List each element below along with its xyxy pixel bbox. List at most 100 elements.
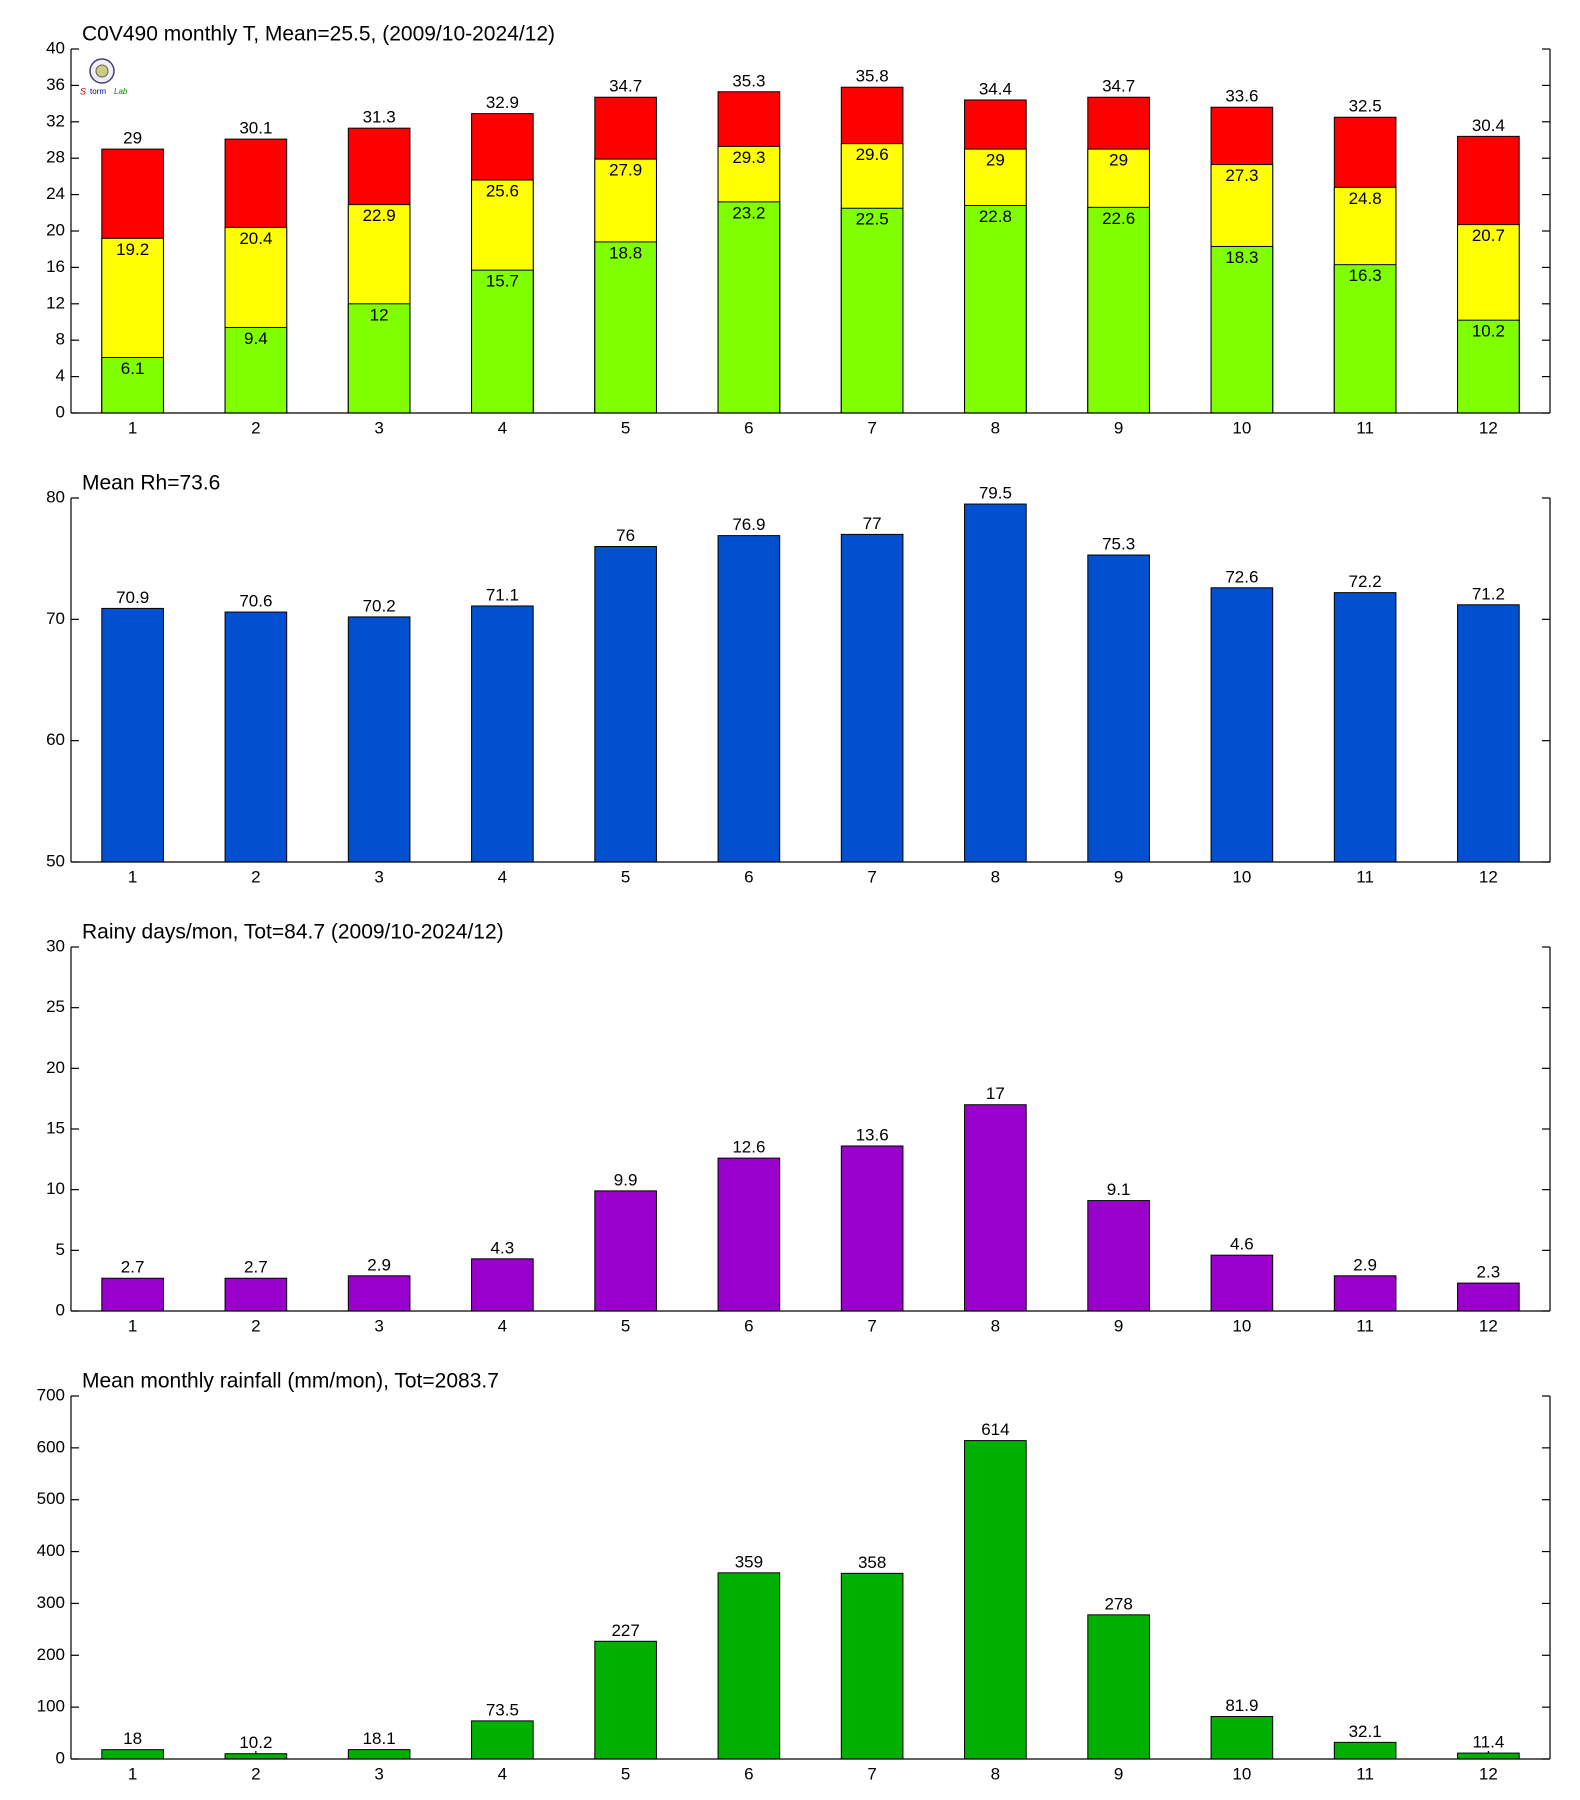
bar: [840, 207, 904, 414]
y-tick-label: 24: [46, 184, 65, 203]
value-label: 33.6: [1225, 87, 1258, 106]
y-tick-label: 100: [37, 1697, 65, 1716]
value-label: 10.2: [239, 1733, 272, 1752]
y-tick-label: 400: [37, 1541, 65, 1560]
value-label: 71.2: [1472, 584, 1505, 603]
bar: [1210, 587, 1274, 863]
x-tick-label: 11: [1356, 1316, 1374, 1335]
x-tick-label: 3: [374, 867, 383, 886]
chart-title: Rainy days/mon, Tot=84.7 (2009/10-2024/1…: [82, 921, 504, 944]
x-tick-label: 5: [621, 418, 630, 437]
value-label: 2.9: [367, 1255, 391, 1274]
y-tick-label: 16: [46, 257, 65, 276]
bar: [471, 605, 534, 863]
value-label: 614: [981, 1420, 1009, 1439]
y-tick-label: 700: [37, 1385, 65, 1404]
bar: [471, 269, 534, 414]
bar: [964, 1104, 1027, 1312]
bar: [1333, 264, 1397, 414]
x-tick-label: 1: [128, 867, 137, 886]
value-label: 32.1: [1349, 1722, 1382, 1741]
value-label: 35.3: [732, 71, 765, 90]
bar: [964, 205, 1027, 414]
value-label: 25.6: [486, 182, 519, 201]
bar: [347, 1275, 411, 1312]
x-tick-label: 4: [498, 867, 507, 886]
value-label: 75.3: [1102, 535, 1135, 554]
value-label: 359: [735, 1552, 763, 1571]
value-label: 29: [123, 129, 142, 148]
value-label: 29.3: [732, 148, 765, 167]
bar: [224, 1753, 288, 1760]
bar: [717, 535, 781, 863]
value-label: 73.5: [486, 1700, 519, 1719]
value-label: 4.3: [491, 1238, 515, 1257]
x-tick-label: 6: [744, 867, 753, 886]
bar: [101, 607, 164, 863]
value-label: 18.8: [609, 243, 642, 262]
y-tick-label: 20: [46, 220, 65, 239]
y-tick-label: 5: [56, 1240, 65, 1259]
value-label: 278: [1104, 1594, 1132, 1613]
y-tick-label: 50: [46, 851, 65, 870]
bar: [594, 546, 657, 863]
bar: [1087, 206, 1150, 414]
value-label: 29.6: [856, 145, 889, 164]
x-tick-label: 7: [867, 418, 876, 437]
value-label: 27.3: [1225, 166, 1258, 185]
value-label: 29: [1109, 151, 1128, 170]
bar: [1087, 554, 1150, 863]
value-label: 81.9: [1225, 1696, 1258, 1715]
x-tick-label: 7: [867, 1764, 876, 1783]
value-label: 31.3: [363, 108, 396, 127]
y-tick-label: 30: [46, 936, 65, 955]
x-tick-label: 4: [498, 418, 507, 437]
x-tick-label: 10: [1232, 867, 1251, 886]
chart-title: Mean Rh=73.6: [82, 472, 220, 495]
value-label: 72.6: [1225, 567, 1258, 586]
value-label: 12: [370, 305, 389, 324]
x-tick-label: 5: [621, 867, 630, 886]
bar: [224, 1277, 288, 1312]
y-tick-label: 20: [46, 1058, 65, 1077]
logo: S torm Lab: [78, 58, 130, 96]
value-label: 34.7: [1102, 77, 1135, 96]
y-tick-label: 300: [37, 1593, 65, 1612]
bar: [1210, 245, 1274, 414]
value-label: 70.9: [116, 588, 149, 607]
x-tick-label: 9: [1114, 1764, 1123, 1783]
x-tick-label: 2: [251, 1764, 260, 1783]
x-tick-label: 11: [1356, 1764, 1374, 1783]
bar: [101, 1277, 164, 1312]
bar: [1333, 592, 1397, 863]
value-label: 6.1: [121, 359, 145, 378]
x-tick-label: 8: [991, 418, 1000, 437]
bar: [101, 1749, 164, 1760]
x-tick-label: 3: [374, 418, 383, 437]
bar: [964, 1440, 1027, 1760]
x-tick-label: 6: [744, 1764, 753, 1783]
bar: [347, 1749, 411, 1760]
bar: [224, 611, 288, 863]
value-label: 34.4: [979, 79, 1012, 98]
bar: [717, 201, 781, 414]
y-tick-label: 12: [46, 293, 65, 312]
value-label: 15.7: [486, 272, 519, 291]
y-tick-label: 32: [46, 111, 65, 130]
bar: [840, 1145, 904, 1312]
x-tick-label: 1: [128, 1316, 137, 1335]
value-label: 4.6: [1230, 1235, 1254, 1254]
bar: [594, 241, 657, 414]
x-tick-label: 5: [621, 1764, 630, 1783]
x-tick-label: 3: [374, 1764, 383, 1783]
x-tick-label: 7: [867, 1316, 876, 1335]
x-tick-label: 7: [867, 867, 876, 886]
svg-text:Lab: Lab: [114, 87, 128, 96]
x-tick-label: 8: [991, 867, 1000, 886]
bar: [471, 1258, 534, 1312]
value-label: 227: [611, 1621, 639, 1640]
value-label: 72.2: [1349, 572, 1382, 591]
y-tick-label: 36: [46, 75, 65, 94]
value-label: 27.9: [609, 161, 642, 180]
x-tick-label: 11: [1356, 867, 1374, 886]
